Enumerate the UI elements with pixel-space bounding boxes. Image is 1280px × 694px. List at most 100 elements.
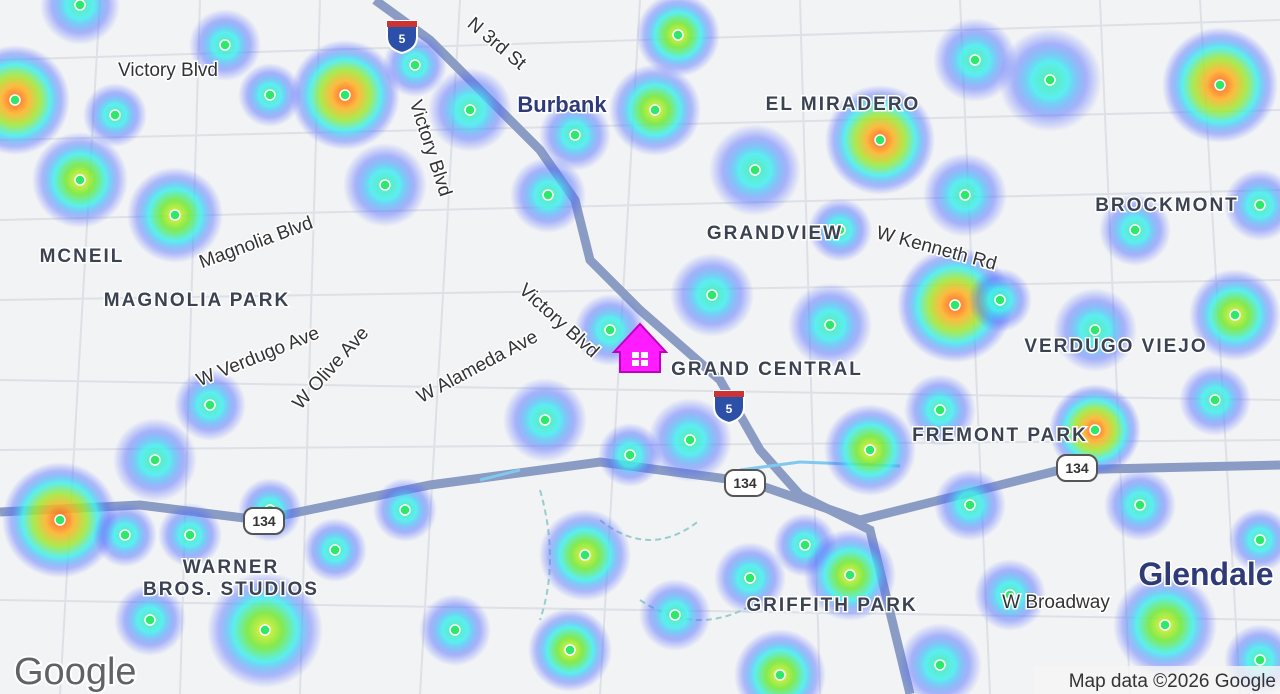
place-label: FREMONT PARK	[912, 425, 1088, 446]
location-dot[interactable]	[579, 549, 591, 561]
location-dot[interactable]	[669, 609, 681, 621]
state-shield: 134	[724, 469, 766, 497]
location-dot[interactable]	[834, 224, 846, 236]
location-dot[interactable]	[844, 569, 856, 581]
location-dot[interactable]	[74, 174, 86, 186]
interstate-shield: 5	[386, 20, 418, 55]
location-dot[interactable]	[1254, 534, 1266, 546]
location-dot[interactable]	[934, 404, 946, 416]
street-label: Victory Blvd	[118, 60, 218, 81]
heat-blob	[1228, 508, 1280, 572]
location-dot[interactable]	[569, 129, 581, 141]
location-dot[interactable]	[934, 659, 946, 671]
location-dot[interactable]	[564, 644, 576, 656]
location-dot[interactable]	[399, 504, 411, 516]
location-dot[interactable]	[184, 529, 196, 541]
location-dot[interactable]	[264, 89, 276, 101]
location-dot[interactable]	[949, 299, 961, 311]
location-dot[interactable]	[624, 449, 636, 461]
place-label: VERDUGO VIEJO	[1024, 336, 1207, 357]
location-dot[interactable]	[449, 624, 461, 636]
location-dot[interactable]	[1089, 324, 1101, 336]
location-dot[interactable]	[774, 669, 786, 681]
attribution-bg	[1034, 666, 1280, 694]
city-label: Burbank	[517, 92, 607, 117]
location-dot[interactable]	[1089, 424, 1101, 436]
heat-blob	[1224, 169, 1280, 241]
place-label: MCNEIL	[40, 246, 125, 267]
location-dot[interactable]	[994, 294, 1006, 306]
location-dot[interactable]	[542, 189, 554, 201]
shield-label: 134	[252, 513, 276, 529]
location-dot[interactable]	[9, 94, 21, 106]
location-dot[interactable]	[109, 109, 121, 121]
highway-shields: 5 5 134 134 134	[243, 20, 1098, 535]
location-dot[interactable]	[1129, 224, 1141, 236]
location-dot[interactable]	[744, 572, 756, 584]
place-label: GRIFFITH PARK	[746, 595, 917, 616]
location-dot[interactable]	[219, 39, 231, 51]
location-dot[interactable]	[1159, 619, 1171, 631]
location-dot[interactable]	[1004, 589, 1016, 601]
location-dot[interactable]	[672, 29, 684, 41]
location-dot[interactable]	[119, 529, 131, 541]
google-logo: Google	[14, 651, 137, 693]
location-dot[interactable]	[969, 54, 981, 66]
place-label: MAGNOLIA PARK	[104, 290, 290, 311]
location-dot[interactable]	[464, 104, 476, 116]
location-dot[interactable]	[74, 0, 86, 11]
place-label: WARNER	[183, 557, 279, 578]
shield-label: 134	[733, 475, 757, 491]
location-dot[interactable]	[329, 544, 341, 556]
location-dot[interactable]	[964, 499, 976, 511]
location-dot[interactable]	[1214, 79, 1226, 91]
state-shield: 134	[1056, 454, 1098, 482]
location-dot[interactable]	[1209, 394, 1221, 406]
heat-blob	[734, 629, 826, 694]
attribution: Map data ©2026 Google	[1069, 671, 1276, 692]
location-dot[interactable]	[144, 614, 156, 626]
home-marker[interactable]	[611, 322, 669, 373]
location-dot[interactable]	[409, 59, 421, 71]
location-dot[interactable]	[1254, 654, 1266, 666]
location-dot[interactable]	[54, 514, 66, 526]
location-dot[interactable]	[959, 189, 971, 201]
shield-label: 5	[399, 32, 406, 46]
shield-label: 5	[726, 402, 733, 416]
location-dot[interactable]	[604, 324, 616, 336]
location-dot[interactable]	[339, 89, 351, 101]
place-label: EL MIRADERO	[766, 94, 921, 115]
place-label: GRANDVIEW	[707, 223, 843, 244]
state-shield: 134	[243, 507, 285, 535]
location-dot[interactable]	[149, 454, 161, 466]
location-dot[interactable]	[864, 444, 876, 456]
location-dot[interactable]	[1044, 74, 1056, 86]
heat-blob	[40, 0, 120, 45]
location-dot[interactable]	[379, 179, 391, 191]
heat-blob	[898, 623, 982, 694]
location-dot[interactable]	[204, 399, 216, 411]
location-dot[interactable]	[539, 414, 551, 426]
place-labels: Burbank EL MIRADERO MCNEIL MAGNOLIA PARK…	[38, 91, 1275, 618]
location-dot[interactable]	[824, 319, 836, 331]
street-label: W Verdugo Ave	[193, 323, 322, 391]
location-dot[interactable]	[874, 134, 886, 146]
place-label: GRAND CENTRAL	[671, 359, 863, 380]
location-dot[interactable]	[706, 289, 718, 301]
location-dot[interactable]	[799, 539, 811, 551]
shield-label: 134	[1065, 460, 1089, 476]
location-dot[interactable]	[1229, 309, 1241, 321]
location-dot[interactable]	[1134, 499, 1146, 511]
city-label: Glendale	[1138, 556, 1273, 592]
place-label: BROS. STUDIOS	[143, 579, 319, 600]
location-dot[interactable]	[649, 104, 661, 116]
location-dot[interactable]	[259, 624, 271, 636]
location-dot[interactable]	[1254, 199, 1266, 211]
location-dot[interactable]	[749, 164, 761, 176]
location-dot[interactable]	[169, 209, 181, 221]
interstate-shield: 5	[713, 390, 745, 425]
heat-blob	[0, 45, 70, 155]
place-label: BROCKMONT	[1095, 195, 1239, 216]
location-dot[interactable]	[684, 434, 696, 446]
